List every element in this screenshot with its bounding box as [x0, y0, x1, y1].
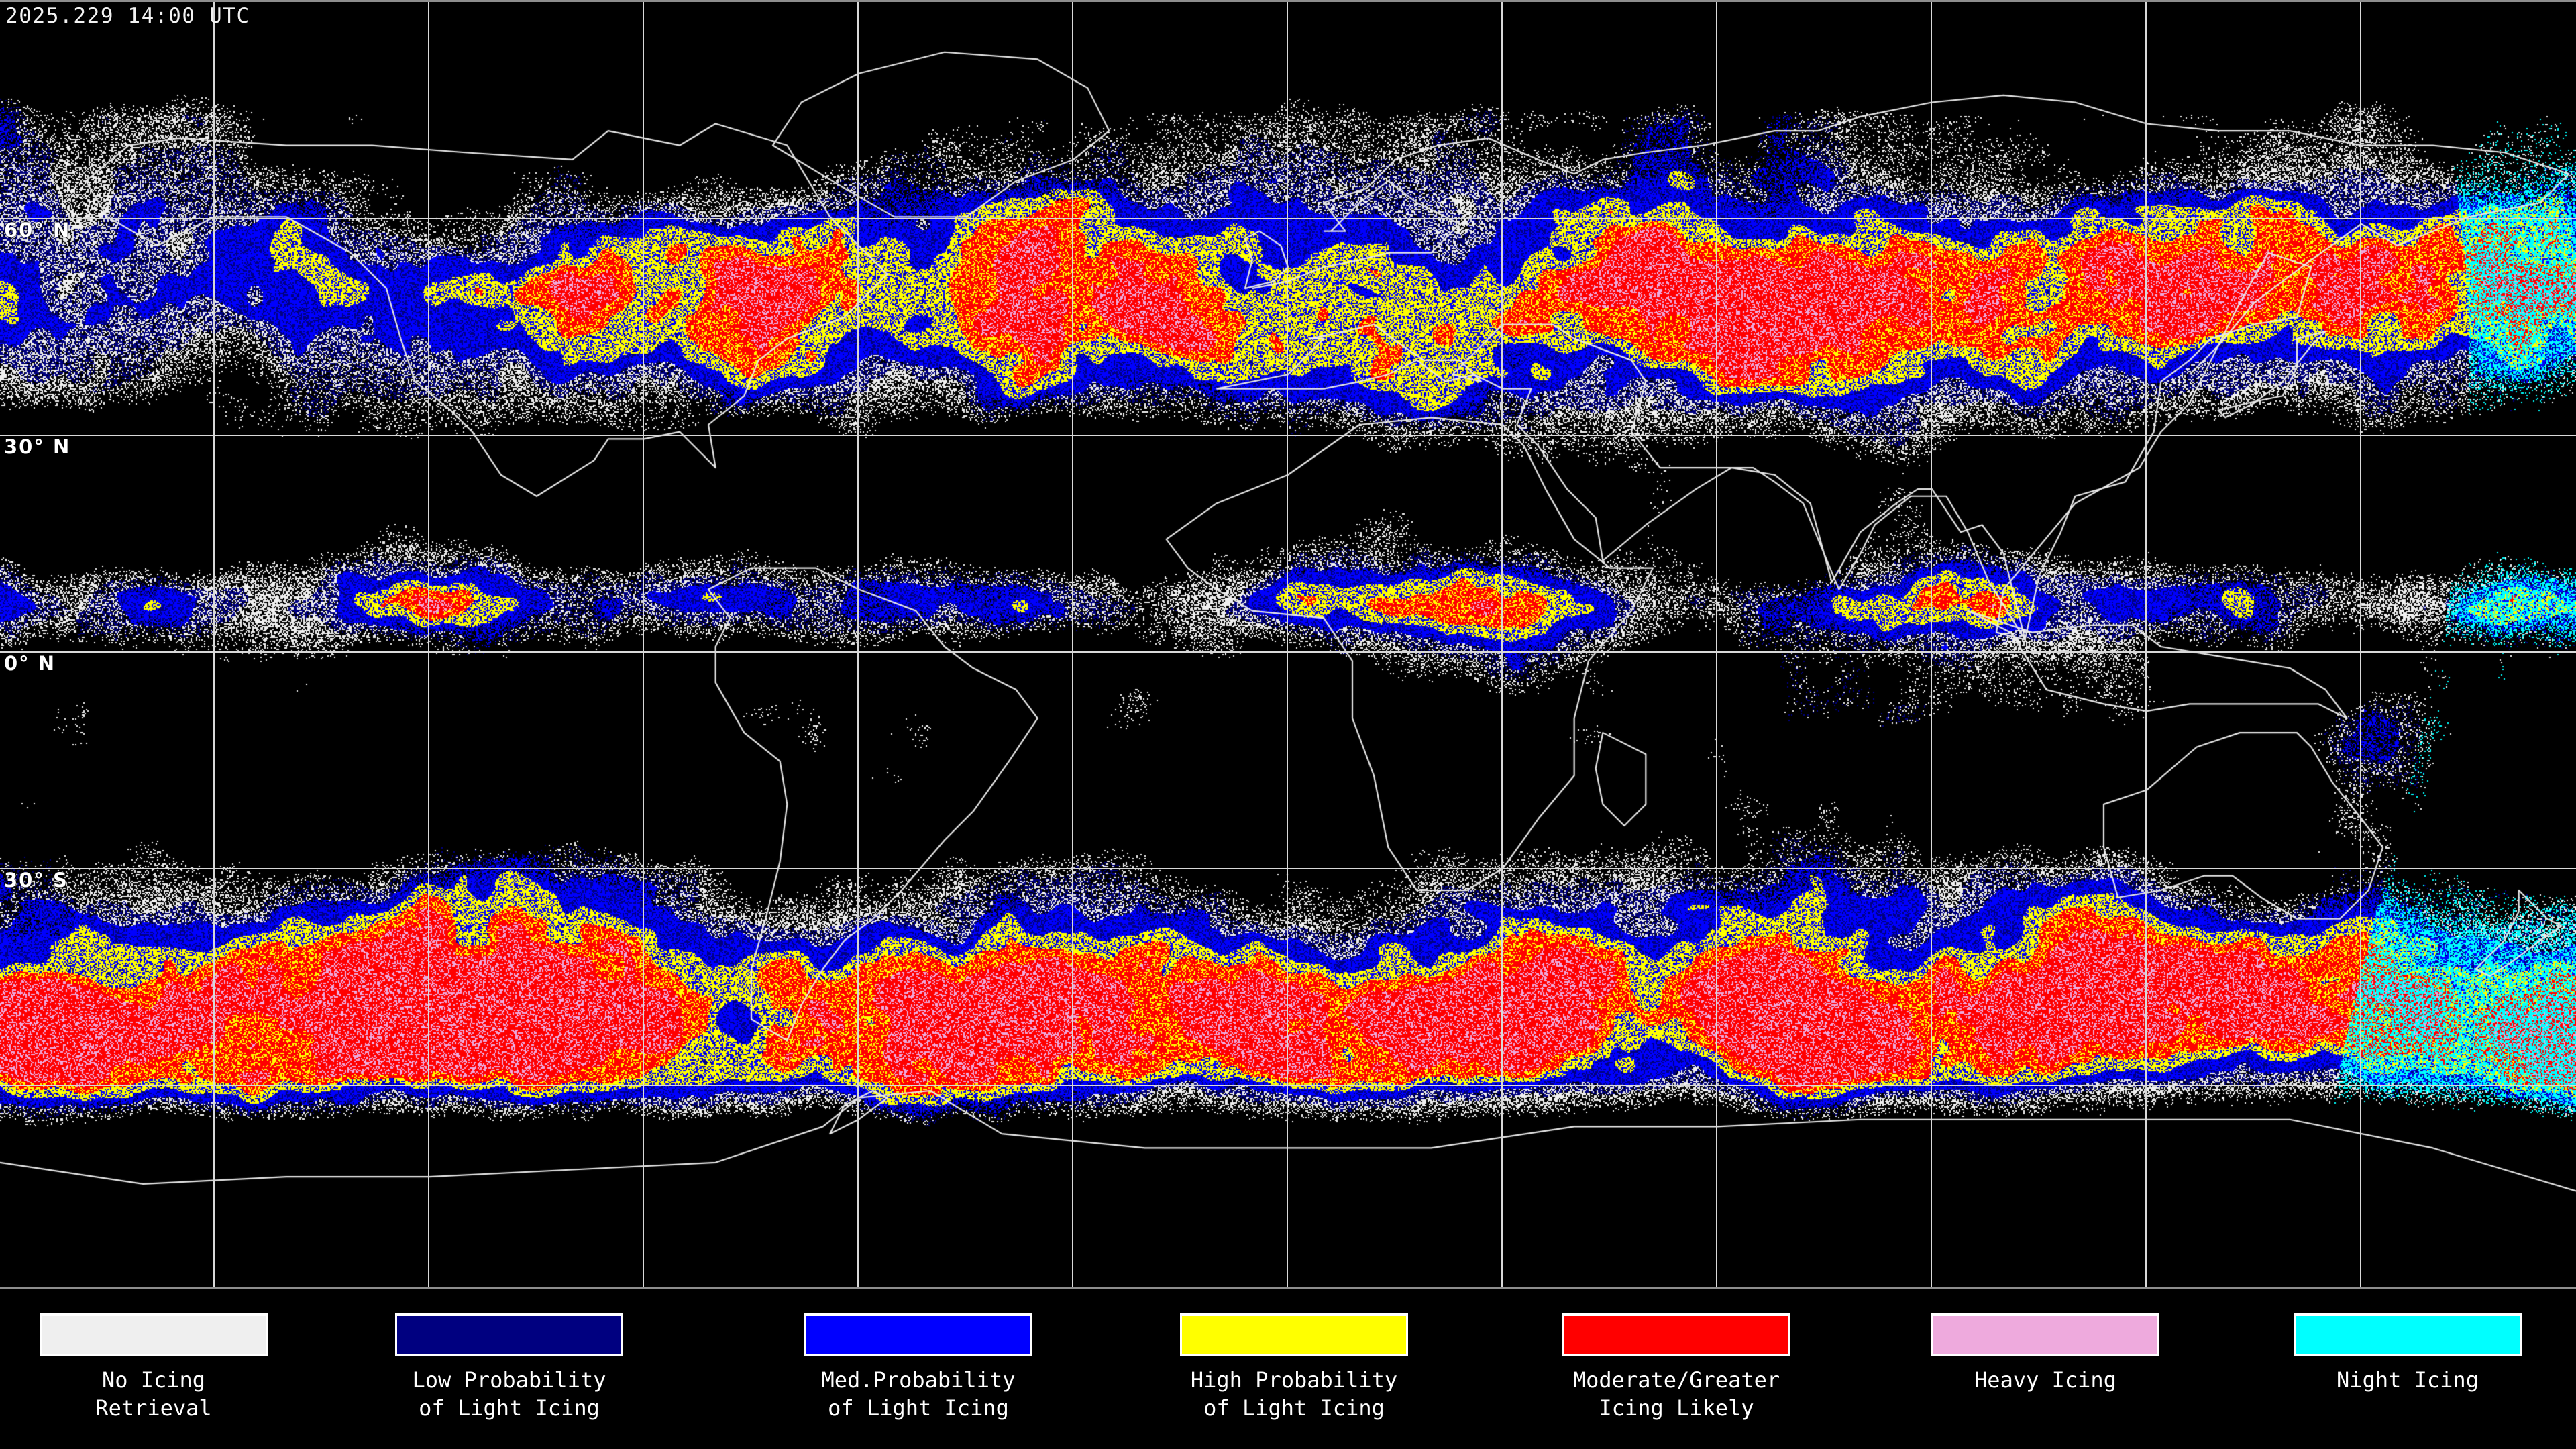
timestamp-label: 2025.229 14:00 UTC	[5, 4, 250, 28]
legend-swatch-low-probability-light-icing	[395, 1313, 623, 1356]
global-map-panel[interactable]: 60° N 30° N 0° N 30° S 2025.229 14:00 UTC	[0, 0, 2576, 1289]
legend-label-moderate-greater-icing-likely: Moderate/Greater Icing Likely	[1572, 1367, 1780, 1421]
latitude-label: 60° N	[4, 219, 71, 241]
legend-label-heavy-icing: Heavy Icing	[1974, 1367, 2116, 1393]
legend-label-med-probability-light-icing: Med.Probability of Light Icing	[821, 1367, 1016, 1421]
legend-item-high-probability-light-icing[interactable]: High Probability of Light Icing	[1106, 1289, 1482, 1449]
legend-label-night-icing: Night Icing	[2337, 1367, 2479, 1393]
legend-item-low-probability-light-icing[interactable]: Low Probability of Light Icing	[321, 1289, 697, 1449]
legend-item-moderate-greater-icing-likely[interactable]: Moderate/Greater Icing Likely	[1489, 1289, 1864, 1449]
legend-swatch-night-icing	[2294, 1313, 2522, 1356]
legend-swatch-no-icing-retrieval	[40, 1313, 268, 1356]
legend-label-no-icing-retrieval: No Icing Retrieval	[95, 1367, 212, 1421]
latitude-label: 0° N	[4, 652, 56, 675]
legend-swatch-med-probability-light-icing	[804, 1313, 1032, 1356]
legend-item-night-icing[interactable]: Night Icing	[2220, 1289, 2576, 1449]
legend-swatch-high-probability-light-icing	[1180, 1313, 1408, 1356]
legend-label-low-probability-light-icing: Low Probability of Light Icing	[412, 1367, 606, 1421]
legend-item-med-probability-light-icing[interactable]: Med.Probability of Light Icing	[731, 1289, 1106, 1449]
legend-bar: No Icing Retrieval Low Probability of Light…	[0, 1289, 2576, 1449]
legend-swatch-heavy-icing	[1931, 1313, 2159, 1356]
legend-item-no-icing-retrieval[interactable]: No Icing Retrieval	[0, 1289, 341, 1449]
legend-label-high-probability-light-icing: High Probability of Light Icing	[1190, 1367, 1398, 1421]
legend-item-heavy-icing[interactable]: Heavy Icing	[1858, 1289, 2233, 1449]
legend-swatch-moderate-greater-icing-likely	[1562, 1313, 1790, 1356]
latitude-label: 30° N	[4, 435, 71, 458]
latitude-label: 30° S	[4, 869, 68, 892]
icing-data-canvas	[0, 2, 2576, 1287]
